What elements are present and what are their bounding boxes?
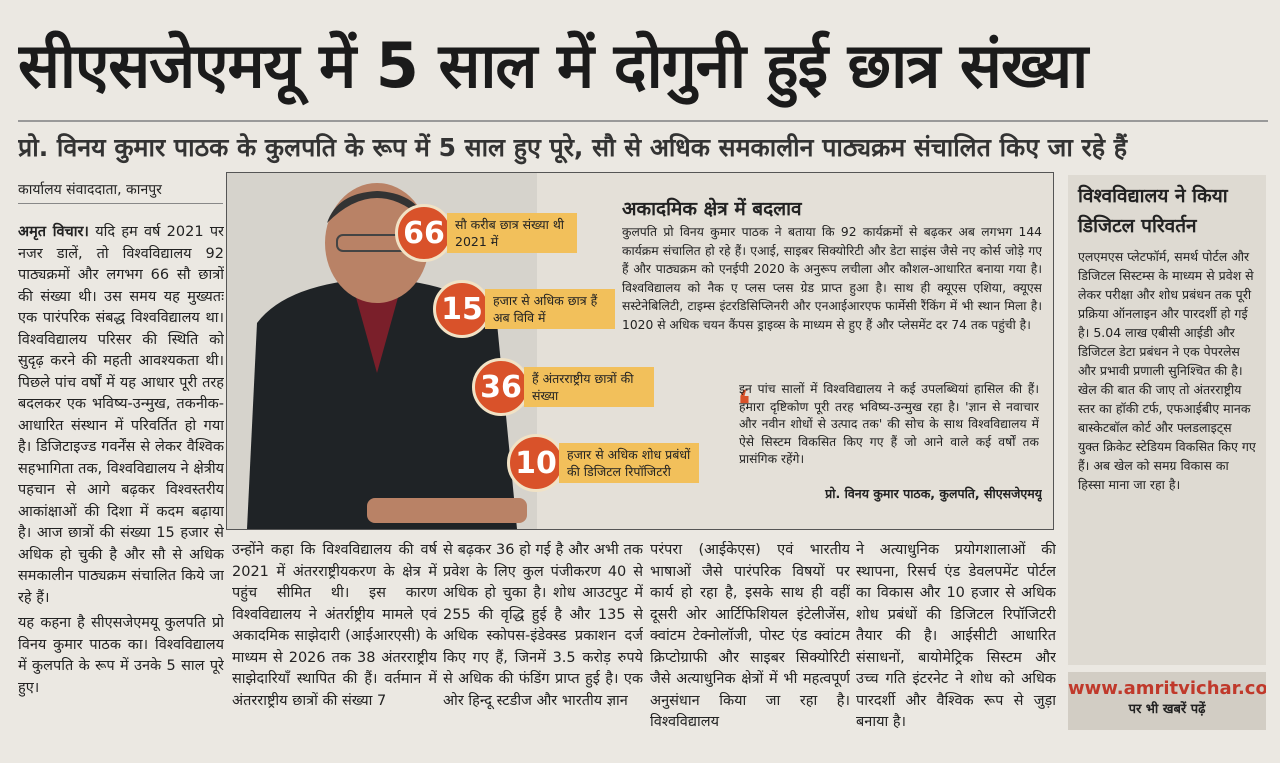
web-promo: www.amritvichar.com पर भी खबरें पढ़ें bbox=[1068, 672, 1266, 730]
paragraph: यह कहना है सीएसजेएमयू कुलपति प्रो विनय क… bbox=[18, 615, 224, 696]
info-box: 66 सौ करीब छात्र संख्या थी 2021 में 15 हजा… bbox=[226, 172, 1054, 530]
paragraph: अमृत विचार। यदि हम वर्ष 2021 पर नजर डाले… bbox=[18, 222, 224, 609]
stat-number: 10 bbox=[507, 434, 565, 492]
website-note: पर भी खबरें पढ़ें bbox=[1128, 702, 1206, 717]
stat: 10 हजार से अधिक शोध प्रबंधों की डिजिटल रि… bbox=[507, 434, 699, 492]
section-text: कुलपति प्रो विनय कुमार पाठक ने बताया कि … bbox=[622, 225, 1042, 332]
text: यदि हम वर्ष 2021 पर नजर डालें, तो विश्वव… bbox=[18, 224, 224, 606]
stat-label: हैं अंतरराष्ट्रीय छात्रों की संख्या bbox=[524, 367, 654, 407]
stat: 36 हैं अंतरराष्ट्रीय छात्रों की संख्या bbox=[472, 358, 654, 416]
lead: अमृत विचार। bbox=[18, 224, 89, 240]
quote-mark: ❛ bbox=[737, 383, 751, 429]
stat-label: सौ करीब छात्र संख्या थी 2021 में bbox=[447, 213, 577, 253]
column: ने अत्याधुनिक प्रयोगशालाओं की स्थापना, र… bbox=[856, 542, 1056, 730]
stat: 15 हजार से अधिक छात्र हैं अब विवि में bbox=[433, 280, 615, 338]
sidebar-text: एलएमएस प्लेटफॉर्म, समर्थ पोर्टल और डिजिट… bbox=[1078, 249, 1256, 492]
stat-number: 36 bbox=[472, 358, 530, 416]
subheadline: प्रो. विनय कुमार पाठक के कुलपति के रूप म… bbox=[18, 120, 1268, 168]
quote-attribution: प्रो. विनय कुमार पाठक, कुलपति, सीएसजेएमय… bbox=[825, 486, 1042, 501]
headline: सीएसजेएमयू में 5 साल में दोगुनी हुई छात्… bbox=[18, 29, 1088, 102]
stat: 66 सौ करीब छात्र संख्या थी 2021 में bbox=[395, 204, 577, 262]
column: अमृत विचार। यदि हम वर्ष 2021 पर नजर डाले… bbox=[18, 222, 224, 737]
column: परंपरा (आईकेएस) एवं भारतीय भाषाओं जैसे प… bbox=[650, 542, 850, 730]
byline: कार्यालय संवाददाता, कानपुर bbox=[18, 180, 223, 204]
sidebar-title: विश्वविद्यालय ने किया डिजिटल परिवर्तन bbox=[1078, 185, 1228, 237]
stat-label: हजार से अधिक शोध प्रबंधों की डिजिटल रिपॉ… bbox=[559, 443, 699, 483]
column: से बढ़कर 36 हो गई है और अभी तक प्रवेश के… bbox=[443, 542, 643, 709]
stat-number: 15 bbox=[433, 280, 491, 338]
website: www.amritvichar.com bbox=[1068, 678, 1266, 699]
column: उन्होंने कहा कि विश्वविद्यालय की वर्ष 20… bbox=[232, 542, 437, 709]
stat-label: हजार से अधिक छात्र हैं अब विवि में bbox=[485, 289, 615, 329]
quote-text: इन पांच सालों में विश्वविद्यालय ने कई उप… bbox=[739, 382, 1039, 466]
sidebar: विश्वविद्यालय ने किया डिजिटल परिवर्तन एल… bbox=[1068, 175, 1266, 665]
section-heading: अकादमिक क्षेत्र में बदलाव bbox=[622, 198, 802, 220]
stat-number: 66 bbox=[395, 204, 453, 262]
